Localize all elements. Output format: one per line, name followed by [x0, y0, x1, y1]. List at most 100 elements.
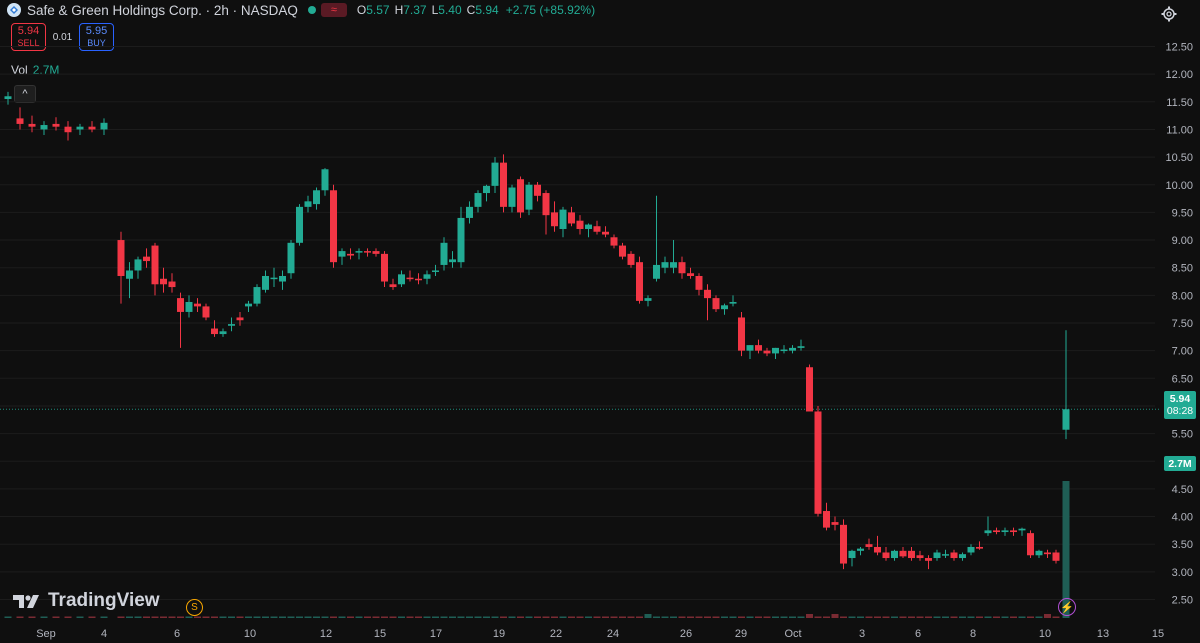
- volume-bar: [993, 616, 1000, 618]
- volume-bar: [406, 616, 414, 618]
- candle-body: [160, 278, 167, 285]
- volume-bar: [228, 616, 235, 618]
- x-tick-label: 15: [1152, 628, 1164, 640]
- candle-body: [763, 350, 771, 354]
- candle-body: [40, 125, 48, 130]
- candle-body: [636, 262, 643, 301]
- candle-body: [1062, 409, 1070, 430]
- x-tick-label: 3: [859, 628, 865, 640]
- volume-bar: [899, 616, 907, 618]
- volume-bar: [313, 616, 320, 618]
- brand-name: TradingView: [48, 590, 160, 611]
- candle-body: [440, 242, 448, 265]
- volume-bar: [304, 616, 312, 618]
- x-tick-label: 12: [320, 628, 332, 640]
- candle-body: [865, 544, 873, 547]
- candle-body: [1001, 530, 1009, 533]
- volume-bar: [211, 616, 218, 618]
- high-value: 7.37: [403, 3, 427, 17]
- candle-body: [534, 184, 541, 196]
- volume-legend[interactable]: Vol 2.7M: [11, 63, 59, 77]
- x-tick-label: 10: [1039, 628, 1051, 640]
- volume-bar: [593, 616, 601, 618]
- spread-value: 0.01: [52, 31, 73, 43]
- volume-bar: [177, 616, 184, 618]
- volume-bar: [831, 614, 839, 618]
- volume-bar: [551, 616, 558, 618]
- x-tick-label: 6: [915, 628, 921, 640]
- candle-body: [483, 185, 490, 194]
- candle-body: [712, 298, 720, 310]
- candle-body: [772, 347, 779, 354]
- volume-bar: [1035, 616, 1043, 618]
- volume-bar: [270, 616, 278, 618]
- volume-bar: [1044, 614, 1051, 618]
- volume-bar: [76, 616, 84, 618]
- candle-body: [347, 253, 354, 256]
- candle-body: [168, 281, 176, 288]
- y-tick-label: 7.50: [1172, 318, 1193, 330]
- x-tick-label: 4: [101, 628, 107, 640]
- candle-body: [1044, 552, 1051, 555]
- collapse-legend-button[interactable]: ^: [14, 85, 36, 103]
- volume-bar: [355, 616, 363, 618]
- symbol-logo-icon: [7, 3, 21, 17]
- y-tick-label: 8.00: [1172, 290, 1193, 302]
- bar-countdown: 08:28: [1166, 405, 1194, 417]
- x-tick-label: 29: [735, 628, 747, 640]
- wave-indicator-icon[interactable]: ≈: [320, 3, 347, 17]
- volume-bar: [712, 616, 720, 618]
- buy-button[interactable]: 5.95 BUY: [79, 23, 114, 51]
- gear-icon[interactable]: [1161, 6, 1177, 22]
- volume-bar: [942, 616, 949, 618]
- volume-bar: [16, 616, 24, 618]
- candle-body: [729, 301, 737, 304]
- candle-body: [1027, 533, 1034, 556]
- volume-bar: [245, 616, 252, 618]
- candle-body: [432, 270, 439, 272]
- volume-bar: [88, 616, 96, 618]
- y-tick-label: 5.50: [1172, 429, 1193, 441]
- symbol-title[interactable]: Safe & Green Holdings Corp. · 2h · NASDA…: [27, 2, 298, 18]
- volume-bar: [4, 616, 12, 618]
- y-tick-label: 8.50: [1172, 263, 1193, 275]
- news-flash-icon[interactable]: ⚡: [1058, 598, 1076, 616]
- chart-header: Safe & Green Holdings Corp. · 2h · NASDA…: [0, 0, 1150, 20]
- tradingview-logo[interactable]: TradingView: [13, 590, 160, 612]
- split-event-badge[interactable]: S: [186, 599, 203, 616]
- candle-body: [457, 217, 465, 263]
- volume-bar: [338, 616, 346, 618]
- candle-body: [823, 511, 830, 528]
- volume-bar: [610, 616, 618, 618]
- candle-body: [202, 306, 210, 318]
- volume-bar: [100, 616, 108, 618]
- candle-body: [185, 301, 193, 312]
- volume-bar: [432, 616, 439, 618]
- candle-body: [704, 289, 711, 299]
- sell-button[interactable]: 5.94 SELL: [11, 23, 46, 51]
- volume-bar: [64, 616, 72, 618]
- x-tick-label: 26: [680, 628, 692, 640]
- volume-bar: [52, 616, 60, 618]
- candle-body: [474, 193, 482, 207]
- volume-bar: [797, 616, 805, 618]
- volume-bar: [916, 616, 924, 618]
- y-tick-label: 3.50: [1172, 539, 1193, 551]
- volume-bar: [168, 616, 176, 618]
- volume-bar: [449, 616, 456, 618]
- x-tick-label: 13: [1097, 628, 1109, 640]
- volume-bar: [457, 616, 465, 618]
- volume-bar: [1018, 616, 1026, 618]
- candle-body: [984, 530, 992, 534]
- volume-bar: [806, 614, 813, 618]
- volume-bar: [134, 616, 142, 618]
- y-tick-label: 10.50: [1165, 152, 1193, 164]
- volume-bar: [857, 616, 864, 618]
- candle-body: [576, 220, 584, 229]
- candle-body: [627, 253, 635, 265]
- candle-body: [789, 347, 796, 351]
- close-value: 5.94: [475, 3, 499, 17]
- volume-bar: [194, 616, 201, 618]
- volume-bar: [500, 616, 507, 618]
